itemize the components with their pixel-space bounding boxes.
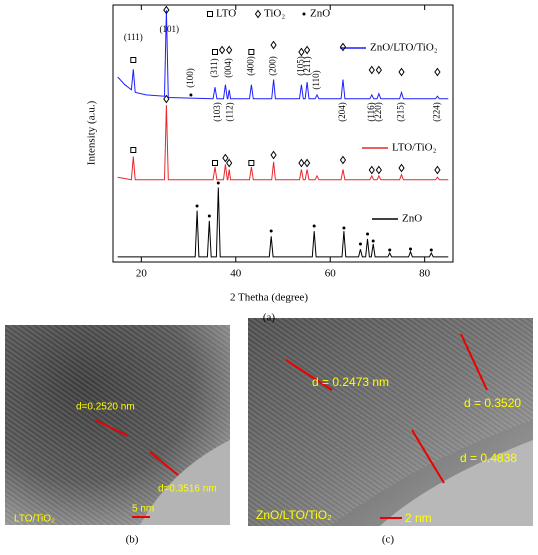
- x-tick-label: 40: [230, 268, 242, 280]
- phase-legend-label: ZnO: [310, 8, 330, 20]
- hkl-label: (200): [268, 56, 278, 76]
- symbol-zno: [189, 93, 193, 97]
- symbol-tio2: [303, 158, 311, 168]
- symbol-tio2: [298, 47, 305, 57]
- hkl-label: (220): [373, 102, 383, 122]
- hkl-label: (105): [295, 56, 305, 76]
- legend-label: ZnO/LTO/TiO₂: [370, 42, 438, 54]
- symbol-tio2: [222, 153, 229, 163]
- symbol-lto: [212, 160, 218, 166]
- spacing-label: d = 0.4838: [460, 451, 517, 465]
- legend-label: LTO/TiO₂: [392, 142, 437, 154]
- symbol-lto: [248, 160, 255, 166]
- symbol-lto: [207, 11, 213, 17]
- scale-label: 5 nm: [132, 504, 154, 515]
- legend-label: ZnO: [402, 213, 422, 225]
- symbol-lto: [212, 49, 218, 55]
- symbol-tio2: [226, 45, 233, 55]
- hkl-label: (004): [223, 58, 233, 78]
- hkl-label: (116): [366, 102, 376, 121]
- spacing-label: d = 0.3520: [464, 396, 521, 410]
- symbol-zno: [388, 248, 392, 252]
- symbol-tio2: [270, 40, 277, 50]
- symbol-tio2: [339, 155, 347, 165]
- symbol-zno: [366, 232, 370, 236]
- symbol-tio2: [298, 158, 305, 168]
- y-axis-label: Intensity (a.u.): [86, 100, 98, 165]
- hkl-label: (100): [185, 68, 195, 88]
- symbol-tio2: [163, 5, 170, 15]
- spacing-label: d = 0.2473 nm: [312, 375, 389, 389]
- hkl-label: (224): [431, 102, 441, 122]
- symbol-zno: [342, 226, 346, 230]
- symbol-zno: [358, 242, 362, 246]
- symbol-tio2: [163, 94, 170, 104]
- spacing-label: d=0.3516 nm: [158, 484, 217, 495]
- symbol-zno: [216, 181, 220, 185]
- symbol-tio2: [375, 65, 382, 75]
- symbol-tio2: [254, 9, 262, 19]
- hkl-label: (103): [212, 102, 222, 122]
- symbol-tio2: [375, 165, 382, 175]
- symbol-tio2: [303, 45, 311, 55]
- hkl-label: (311): [209, 58, 219, 77]
- symbol-zno: [312, 224, 316, 228]
- phase-legend-label: TiO₂: [264, 8, 285, 20]
- x-axis-label: 2 Thetha (degree): [230, 292, 308, 304]
- symbol-tio2: [218, 45, 226, 55]
- xrd-line: [117, 187, 449, 258]
- tem-image-c: [248, 318, 533, 526]
- hkl-label: (101): [159, 24, 179, 34]
- image-caption: LTO/TiO₂: [14, 514, 55, 525]
- hkl-label: (204): [337, 102, 347, 122]
- x-tick-label: 20: [136, 268, 148, 280]
- symbol-tio2: [270, 150, 277, 160]
- symbol-tio2: [339, 42, 347, 52]
- symbol-zno: [195, 204, 199, 208]
- symbol-tio2: [226, 158, 233, 168]
- symbol-zno: [207, 214, 211, 218]
- plot-frame: [112, 4, 454, 263]
- hkl-label: (211): [302, 56, 312, 75]
- xrd-line: [117, 105, 449, 181]
- symbol-lto: [248, 49, 255, 55]
- symbol-zno: [409, 247, 412, 251]
- scale-label: 2 nm: [405, 511, 432, 525]
- tem-image-b: [5, 325, 230, 525]
- panel-label: (b): [126, 534, 139, 546]
- symbol-zno: [269, 229, 273, 233]
- symbol-tio2: [434, 165, 441, 175]
- x-tick-label: 60: [325, 268, 337, 280]
- hkl-label: (400): [245, 56, 255, 76]
- symbol-lto: [130, 57, 137, 63]
- symbol-tio2: [434, 67, 441, 77]
- symbol-zno: [429, 248, 433, 252]
- symbol-tio2: [368, 165, 375, 175]
- hkl-label: (215): [396, 102, 406, 122]
- panel-label: (a): [263, 312, 276, 324]
- image-caption: ZnO/LTO/TiO₂: [256, 508, 332, 522]
- symbol-tio2: [398, 163, 405, 173]
- hkl-label: (110): [311, 70, 321, 89]
- hkl-label: (112): [225, 102, 235, 121]
- symbol-tio2: [368, 65, 375, 75]
- symbol-zno: [302, 12, 306, 16]
- x-tick-label: 80: [419, 268, 431, 280]
- spacing-label: d=0.2520 nm: [76, 402, 135, 413]
- panel-label: (c): [382, 534, 395, 546]
- symbol-lto: [130, 147, 137, 153]
- phase-legend-label: LTO: [216, 8, 236, 20]
- symbol-tio2: [398, 67, 405, 77]
- symbol-zno: [371, 239, 375, 243]
- hkl-label: (111): [124, 32, 143, 42]
